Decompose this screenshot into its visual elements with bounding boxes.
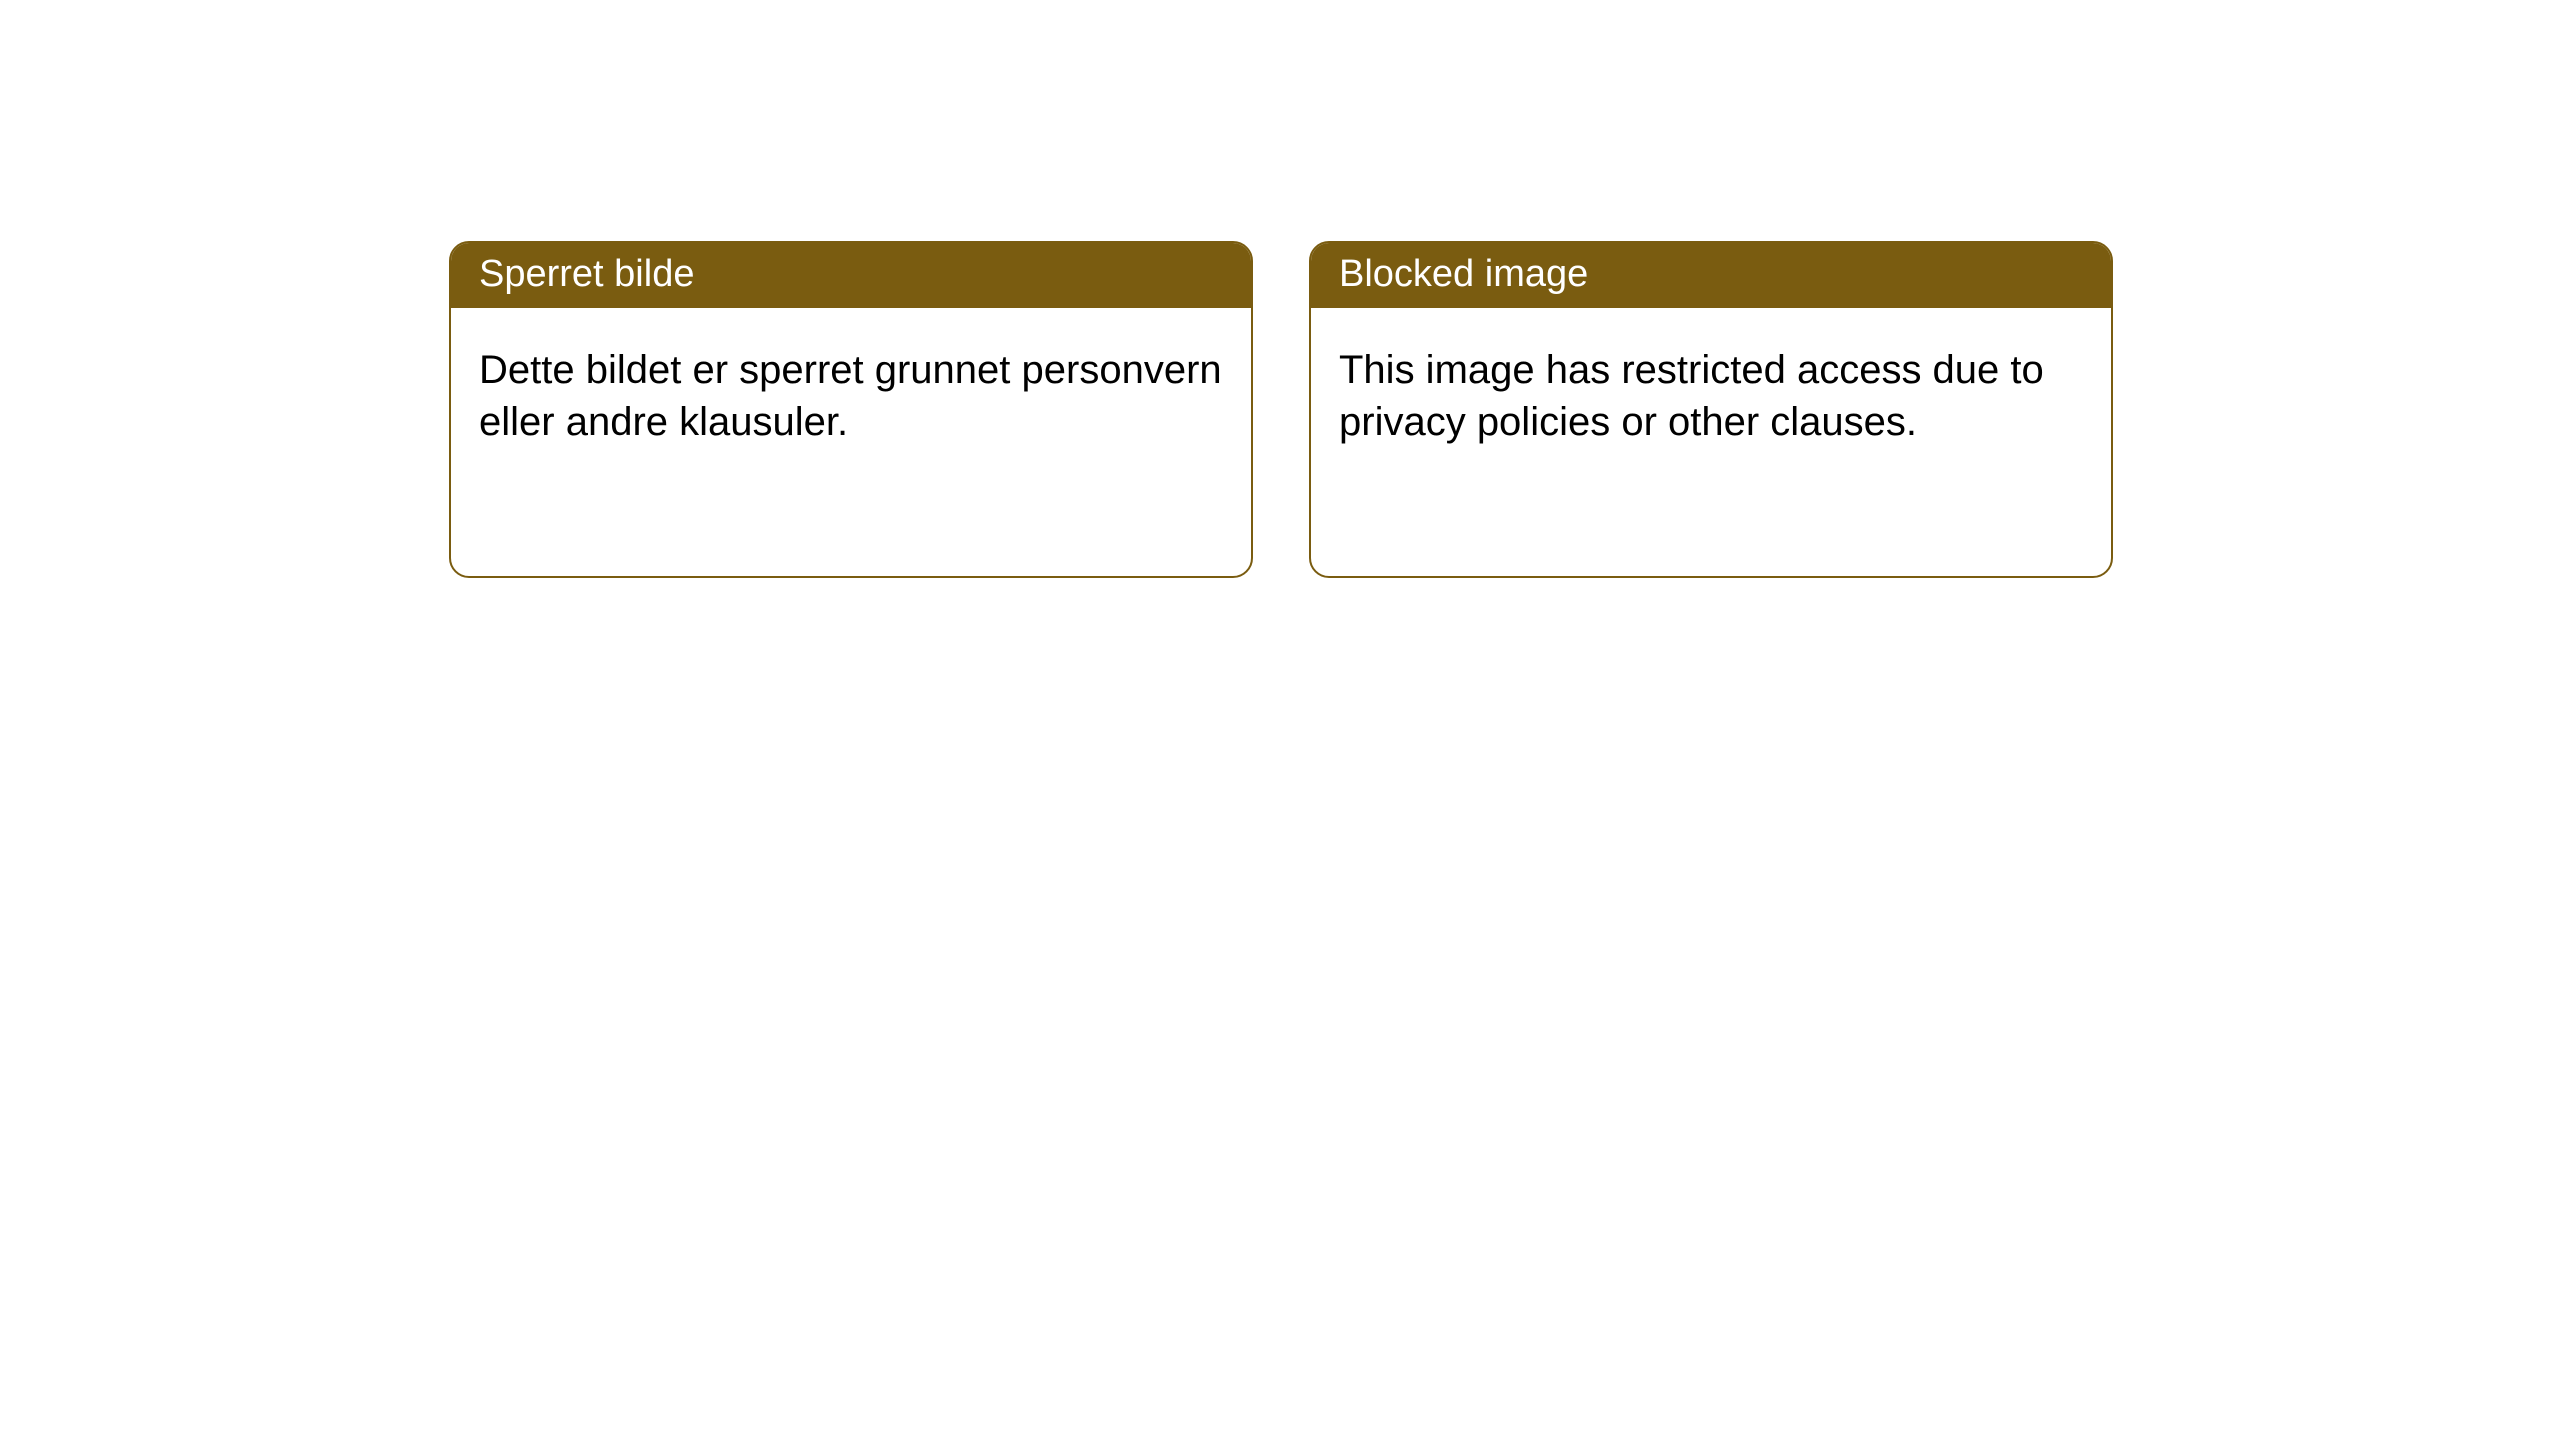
notice-card-norwegian: Sperret bilde Dette bildet er sperret gr… <box>449 241 1253 578</box>
card-title: Blocked image <box>1339 253 1588 295</box>
card-header: Blocked image <box>1311 243 2111 308</box>
card-body-text: Dette bildet er sperret grunnet personve… <box>479 348 1222 444</box>
notice-container: Sperret bilde Dette bildet er sperret gr… <box>0 0 2560 578</box>
card-body: Dette bildet er sperret grunnet personve… <box>451 308 1251 484</box>
card-body: This image has restricted access due to … <box>1311 308 2111 484</box>
card-header: Sperret bilde <box>451 243 1251 308</box>
card-body-text: This image has restricted access due to … <box>1339 348 2044 444</box>
card-title: Sperret bilde <box>479 253 694 295</box>
notice-card-english: Blocked image This image has restricted … <box>1309 241 2113 578</box>
